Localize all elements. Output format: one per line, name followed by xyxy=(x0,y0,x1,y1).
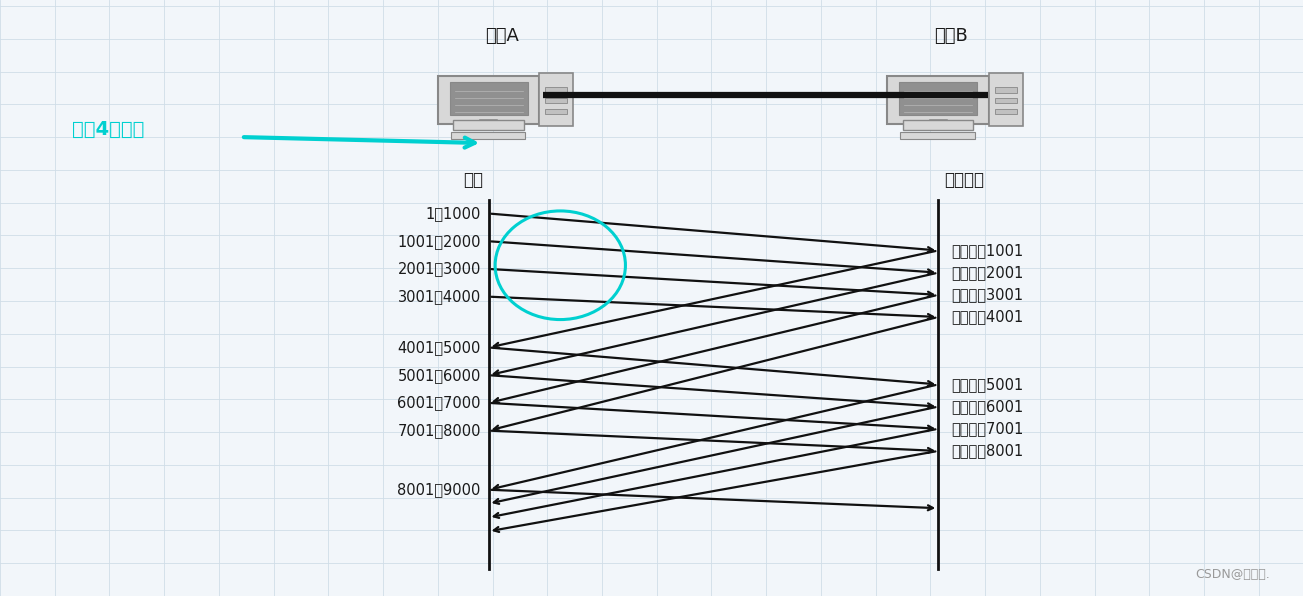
Text: 主机A: 主机A xyxy=(485,27,519,45)
FancyBboxPatch shape xyxy=(453,120,524,130)
FancyBboxPatch shape xyxy=(438,76,539,124)
Text: 下一个是5001: 下一个是5001 xyxy=(951,377,1023,392)
Text: 4001～5000: 4001～5000 xyxy=(397,340,481,355)
Text: 7001～8000: 7001～8000 xyxy=(397,423,481,438)
Text: 2001～3000: 2001～3000 xyxy=(397,262,481,277)
Text: 1001～2000: 1001～2000 xyxy=(397,234,481,249)
Text: 一组4个数据: 一组4个数据 xyxy=(72,120,145,139)
FancyBboxPatch shape xyxy=(887,76,989,124)
FancyBboxPatch shape xyxy=(545,87,568,92)
Text: 1～1000: 1～1000 xyxy=(426,206,481,221)
FancyBboxPatch shape xyxy=(450,82,528,115)
FancyBboxPatch shape xyxy=(903,120,973,130)
Text: 主机B: 主机B xyxy=(934,27,968,45)
FancyBboxPatch shape xyxy=(545,108,568,114)
Text: 下一个是7001: 下一个是7001 xyxy=(951,421,1024,436)
FancyBboxPatch shape xyxy=(995,108,1018,114)
FancyBboxPatch shape xyxy=(899,82,977,115)
FancyBboxPatch shape xyxy=(545,98,568,104)
Text: 下一个是8001: 下一个是8001 xyxy=(951,443,1023,458)
Text: 下一个是1001: 下一个是1001 xyxy=(951,243,1023,258)
FancyBboxPatch shape xyxy=(539,73,573,126)
Text: 5001～6000: 5001～6000 xyxy=(397,368,481,383)
Text: 确认应答: 确认应答 xyxy=(945,171,984,189)
Text: 3001～4000: 3001～4000 xyxy=(397,289,481,304)
Text: 8001～9000: 8001～9000 xyxy=(397,482,481,497)
Text: 下一个是2001: 下一个是2001 xyxy=(951,265,1024,280)
FancyBboxPatch shape xyxy=(900,132,975,139)
FancyBboxPatch shape xyxy=(995,87,1018,92)
Text: 6001～7000: 6001～7000 xyxy=(397,395,481,411)
Text: 数据: 数据 xyxy=(463,171,483,189)
Text: 下一个是3001: 下一个是3001 xyxy=(951,287,1023,302)
FancyBboxPatch shape xyxy=(995,98,1018,104)
FancyBboxPatch shape xyxy=(451,132,525,139)
Text: 下一个是6001: 下一个是6001 xyxy=(951,399,1023,414)
FancyBboxPatch shape xyxy=(989,73,1023,126)
Text: 下一个是4001: 下一个是4001 xyxy=(951,309,1023,324)
Text: CSDN@黄花菜.: CSDN@黄花菜. xyxy=(1196,568,1270,581)
